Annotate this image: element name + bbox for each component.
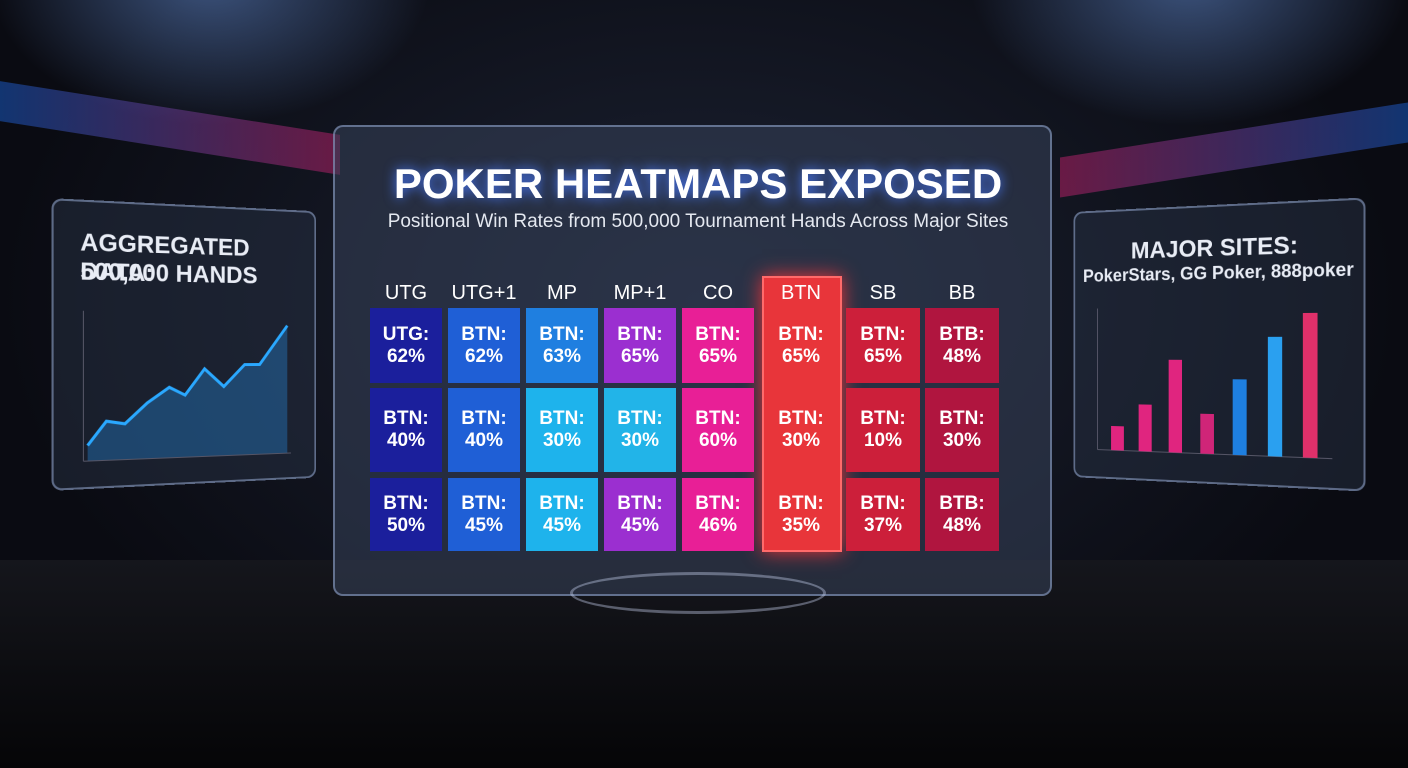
column-header: UTG+1 xyxy=(448,282,520,305)
cell-label: BTN: xyxy=(539,493,584,515)
right-panel: MAJOR SITES: PokerStars, GG Poker, 888po… xyxy=(1073,197,1365,491)
cell-value: 63% xyxy=(543,346,581,368)
cell-label: BTN: xyxy=(617,324,662,346)
cell-label: BTN: xyxy=(539,408,584,430)
heatmap-cell: BTB: 48% xyxy=(925,308,999,383)
cell-value: 48% xyxy=(943,346,981,368)
heatmap-cell: BTN: 45% xyxy=(604,478,676,551)
cell-value: 46% xyxy=(699,515,737,537)
heatmap-cell: BTN: 37% xyxy=(846,478,920,551)
heatmap-cell: BTN: 65% xyxy=(762,308,840,383)
cell-label: BTN: xyxy=(695,408,740,430)
cell-value: 48% xyxy=(943,515,981,537)
cell-value: 30% xyxy=(543,430,581,452)
left-panel-subtitle: 500,000 HANDS xyxy=(80,258,257,291)
cell-value: 65% xyxy=(782,346,820,368)
heatmap-cell: BTN: 40% xyxy=(448,388,520,472)
title: POKER HEATMAPS EXPOSED xyxy=(333,160,1063,208)
cell-value: 65% xyxy=(699,346,737,368)
scene: AGGREGATED DATA: 500,000 HANDS MAJOR SIT… xyxy=(0,0,1408,768)
cell-value: 50% xyxy=(387,515,425,537)
heatmap-cell: BTN: 45% xyxy=(448,478,520,551)
cell-value: 35% xyxy=(782,515,820,537)
cell-value: 45% xyxy=(465,515,503,537)
heatmap-cell: BTN: 46% xyxy=(682,478,754,551)
cell-label: BTN: xyxy=(461,408,506,430)
cell-value: 30% xyxy=(782,430,820,452)
cell-value: 40% xyxy=(387,430,425,452)
cell-label: BTB: xyxy=(939,493,984,515)
cell-label: BTN: xyxy=(860,408,905,430)
heatmap-cell: BTN: 60% xyxy=(682,388,754,472)
bar-chart-illustration xyxy=(1089,300,1343,473)
cell-label: BTN: xyxy=(778,408,823,430)
heatmap-cell: BTN: 50% xyxy=(370,478,442,551)
heatmap-cell: BTN: 40% xyxy=(370,388,442,472)
cell-value: 45% xyxy=(543,515,581,537)
cell-value: 30% xyxy=(943,430,981,452)
cell-label: BTN: xyxy=(383,408,428,430)
light-beam xyxy=(1060,102,1408,197)
light-beam xyxy=(0,81,340,175)
heatmap-cell: UTG: 62% xyxy=(370,308,442,383)
cell-label: BTB: xyxy=(939,324,984,346)
column-header: BTN xyxy=(762,282,840,305)
heatmap-cell: BTN: 65% xyxy=(682,308,754,383)
heatmap-cell: BTN: 30% xyxy=(762,388,840,472)
cell-label: BTN: xyxy=(860,493,905,515)
cell-value: 62% xyxy=(465,346,503,368)
line-chart-illustration xyxy=(75,305,300,472)
heatmap-cell: BTN: 30% xyxy=(604,388,676,472)
column-header: SB xyxy=(846,282,920,305)
stand-ring xyxy=(570,572,826,614)
column-header: BB xyxy=(925,282,999,305)
cell-label: BTN: xyxy=(695,493,740,515)
cell-label: BTN: xyxy=(939,408,984,430)
cell-value: 65% xyxy=(864,346,902,368)
heatmap-cell: BTN: 30% xyxy=(925,388,999,472)
cell-value: 30% xyxy=(621,430,659,452)
column-header: MP+1 xyxy=(604,282,676,305)
cell-label: BTN: xyxy=(860,324,905,346)
cell-value: 10% xyxy=(864,430,902,452)
heatmap-cell: BTN: 65% xyxy=(604,308,676,383)
cell-label: BTN: xyxy=(695,324,740,346)
cell-label: BTN: xyxy=(461,324,506,346)
cell-label: BTN: xyxy=(383,493,428,515)
cell-value: 45% xyxy=(621,515,659,537)
left-panel: AGGREGATED DATA: 500,000 HANDS xyxy=(51,198,316,491)
cell-label: UTG: xyxy=(383,324,429,346)
heatmap-cell: BTB: 48% xyxy=(925,478,999,551)
cell-value: 37% xyxy=(864,515,902,537)
subtitle: Positional Win Rates from 500,000 Tourna… xyxy=(333,211,1063,233)
heatmap-cell: BTN: 10% xyxy=(846,388,920,472)
cell-value: 62% xyxy=(387,346,425,368)
heatmap-cell: BTN: 30% xyxy=(526,388,598,472)
heatmap-cell: BTN: 45% xyxy=(526,478,598,551)
heatmap-cell: BTN: 65% xyxy=(846,308,920,383)
cell-label: BTN: xyxy=(617,493,662,515)
cell-label: BTN: xyxy=(617,408,662,430)
cell-label: BTN: xyxy=(461,493,506,515)
column-header: MP xyxy=(526,282,598,305)
column-header: UTG xyxy=(370,282,442,305)
cell-label: BTN: xyxy=(778,493,823,515)
heatmap-cell: BTN: 63% xyxy=(526,308,598,383)
cell-value: 60% xyxy=(699,430,737,452)
heatmap-cell: BTN: 62% xyxy=(448,308,520,383)
cell-value: 65% xyxy=(621,346,659,368)
column-header: CO xyxy=(682,282,754,305)
cell-value: 40% xyxy=(465,430,503,452)
cell-label: BTN: xyxy=(778,324,823,346)
cell-label: BTN: xyxy=(539,324,584,346)
heatmap-cell: BTN: 35% xyxy=(762,478,840,551)
